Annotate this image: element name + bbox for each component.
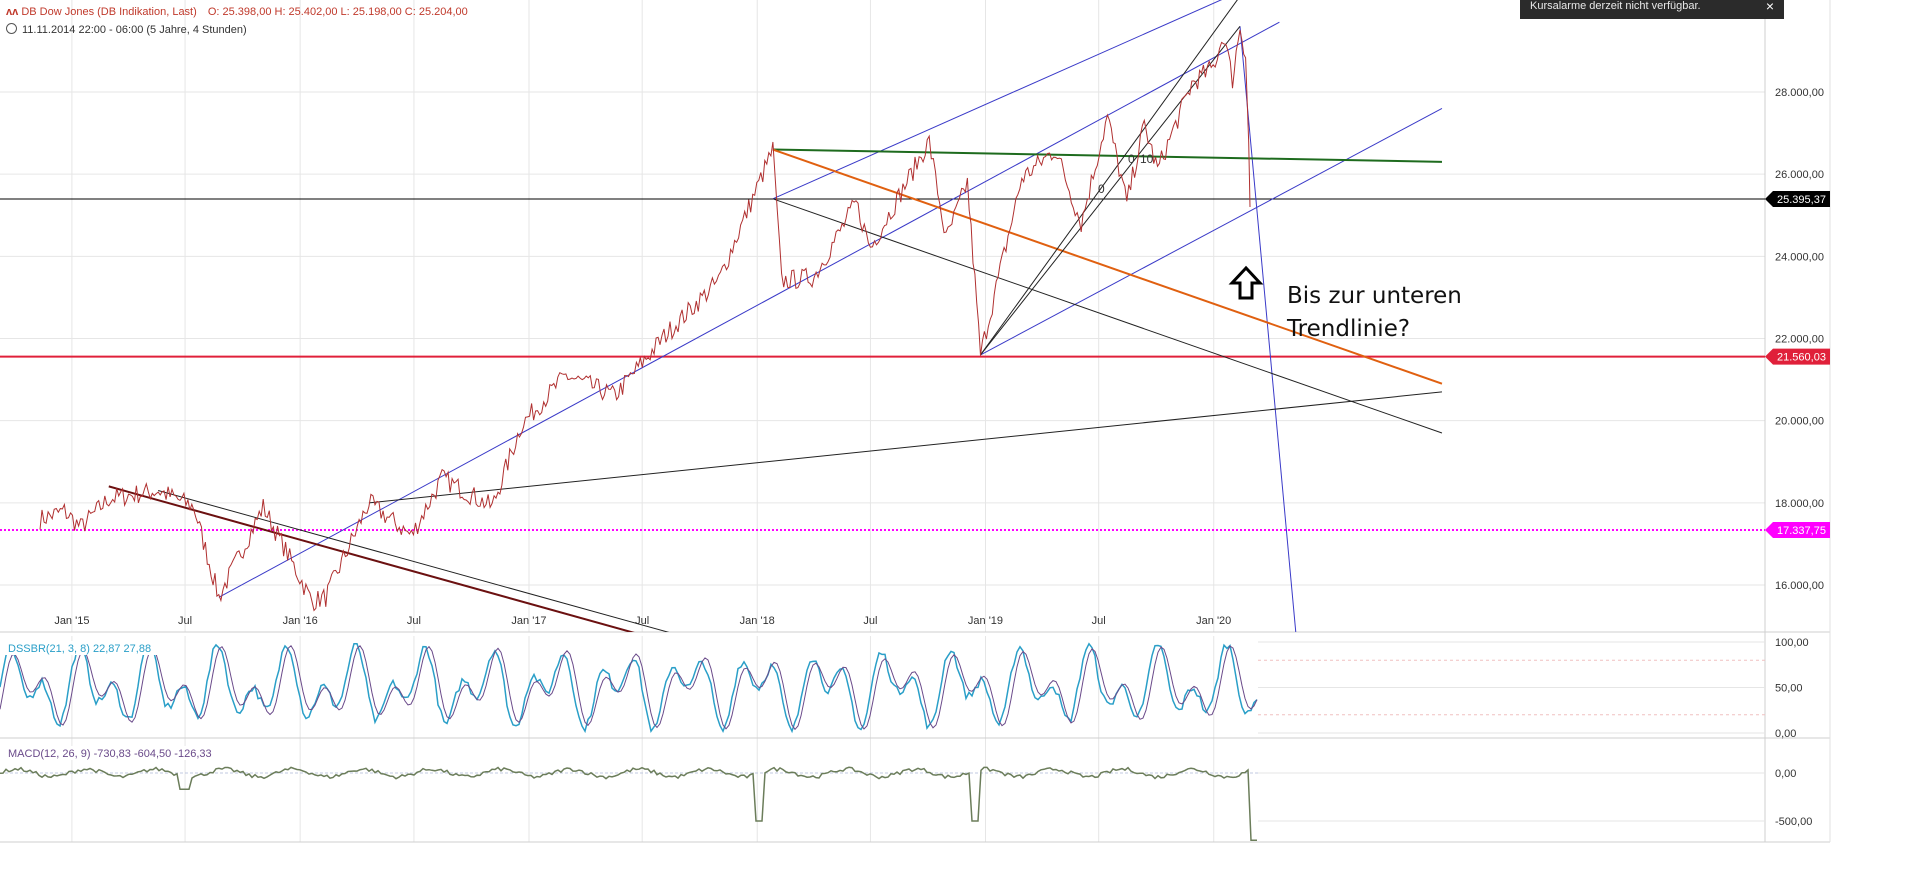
y-tick-label: 24.000,00 bbox=[1775, 251, 1824, 263]
up-arrow-icon bbox=[1228, 265, 1264, 300]
instrument-name: DB Dow Jones (DB Indikation, Last) bbox=[21, 6, 197, 18]
date-range-text: 11.11.2014 22:00 - 06:00 (5 Jahre, 4 Stu… bbox=[22, 24, 247, 36]
x-tick-label: Jan '20 bbox=[1196, 615, 1231, 627]
x-tick-label: Jul bbox=[1092, 615, 1106, 627]
macd-y-tick-label: -500,00 bbox=[1775, 816, 1812, 828]
trendline-darkred bbox=[108, 485, 635, 632]
dss-y-tick-label: 50,00 bbox=[1775, 683, 1803, 695]
last-price-badge-bg bbox=[1765, 191, 1830, 208]
chart-title: ʌʌ DB Dow Jones (DB Indikation, Last) O:… bbox=[6, 6, 468, 18]
x-tick-label: Jul bbox=[863, 615, 877, 627]
marker-label: 0 bbox=[1098, 182, 1105, 196]
trendline-black-steep1 bbox=[980, 0, 1238, 356]
trendlines bbox=[0, 0, 1765, 632]
macd-y-tick-label: 0,00 bbox=[1775, 768, 1796, 780]
y-tick-label: 18.000,00 bbox=[1775, 498, 1824, 510]
y-tick-label: 28.000,00 bbox=[1775, 87, 1824, 99]
x-tick-label: Jan '17 bbox=[511, 615, 546, 627]
alarm-notice: Kursalarme derzeit nicht verfügbar. × bbox=[1520, 0, 1784, 19]
dss-y-tick-label: 100,00 bbox=[1775, 637, 1809, 649]
red-line-badge: 21.560,03 bbox=[1777, 352, 1826, 364]
dss-title: DSSBR(21, 3, 8) 22,87 27,88 bbox=[8, 643, 151, 655]
y-tick-label: 26.000,00 bbox=[1775, 169, 1824, 181]
magenta-line-badge-bg bbox=[1765, 522, 1830, 539]
trendline-blue-steep bbox=[1239, 26, 1297, 632]
marker-label: 0 bbox=[1128, 152, 1135, 166]
macd-title: MACD(12, 26, 9) -730,83 -604,50 -126,33 bbox=[8, 748, 212, 760]
trendline-orange bbox=[772, 148, 1443, 385]
annotation-text: Bis zur unteren Trendlinie? bbox=[1287, 280, 1462, 346]
date-range: 11.11.2014 22:00 - 06:00 (5 Jahre, 4 Stu… bbox=[6, 23, 247, 36]
x-tick-label: Jul bbox=[178, 615, 192, 627]
annotation-line-1: Bis zur unteren bbox=[1287, 283, 1462, 309]
dss-y-tick-label: 0,00 bbox=[1775, 728, 1796, 740]
y-tick-label: 20.000,00 bbox=[1775, 416, 1824, 428]
trendline-black-2015 bbox=[158, 490, 670, 632]
y-tick-label: 16.000,00 bbox=[1775, 580, 1824, 592]
x-tick-label: Jan '19 bbox=[968, 615, 1003, 627]
macd-label-bg bbox=[4, 746, 242, 760]
magenta-line-badge: 17.337,75 bbox=[1777, 525, 1826, 537]
trendline-blue-upper bbox=[772, 0, 1223, 200]
trendline-blue-lower bbox=[218, 21, 1280, 598]
trendline-blue-channel bbox=[980, 107, 1443, 356]
x-tick-label: Jan '18 bbox=[740, 615, 775, 627]
ohlc-values: O: 25.398,00 H: 25.402,00 L: 25.198,00 C… bbox=[207, 6, 468, 18]
last-price-badge: 25.395,37 bbox=[1777, 194, 1826, 206]
y-tick-label: 22.000,00 bbox=[1775, 334, 1824, 346]
macd-series bbox=[0, 766, 1257, 841]
x-tick-label: Jul bbox=[407, 615, 421, 627]
trendline-black-falling bbox=[772, 198, 1443, 434]
price-series bbox=[39, 29, 1251, 612]
trendline-black-long bbox=[368, 391, 1443, 504]
indicator-icon: ʌʌ bbox=[6, 6, 19, 18]
x-tick-label: Jan '16 bbox=[283, 615, 318, 627]
trendline-green bbox=[772, 148, 1442, 163]
red-line-badge-bg bbox=[1765, 348, 1830, 365]
alarm-text: Kursalarme derzeit nicht verfügbar. bbox=[1530, 0, 1701, 12]
x-tick-label: Jan '15 bbox=[54, 615, 89, 627]
annotation-line-2: Trendlinie? bbox=[1287, 316, 1411, 342]
clock-icon bbox=[6, 23, 17, 34]
dss-signal-series bbox=[0, 645, 1258, 731]
dss-label-bg bbox=[4, 641, 180, 655]
close-icon[interactable]: × bbox=[1765, 0, 1775, 14]
dss-series bbox=[0, 642, 1258, 734]
marker-label: 10 bbox=[1140, 152, 1154, 166]
trendline-black-steep2 bbox=[980, 25, 1241, 356]
